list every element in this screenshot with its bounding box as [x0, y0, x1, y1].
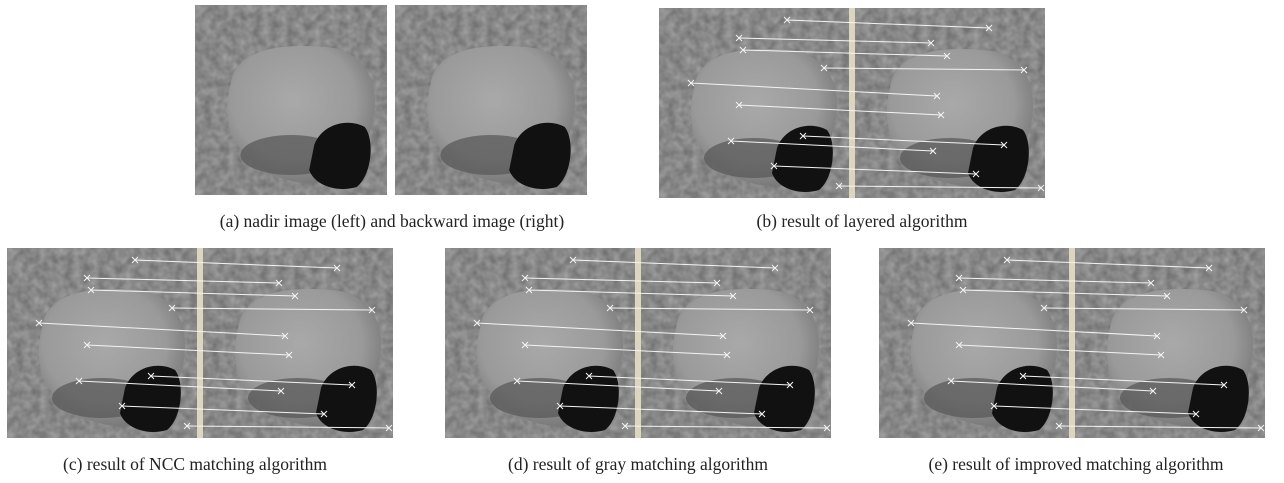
- crater-image: [659, 8, 849, 198]
- crater-image: [203, 248, 393, 438]
- caption: (a) nadir image (left) and backward imag…: [220, 211, 565, 231]
- caption: (e) result of improved matching algorith…: [929, 454, 1224, 474]
- caption: (c) result of NCC matching algorithm: [63, 454, 327, 474]
- crater-image: [1075, 248, 1265, 438]
- caption: (d) result of gray matching algorithm: [508, 454, 768, 474]
- figure: (a) nadir image (left) and backward imag…: [0, 0, 1284, 483]
- crater-image: [395, 5, 587, 195]
- crater-image: [445, 248, 635, 438]
- crater-image: [7, 248, 197, 438]
- crater-image: [855, 8, 1045, 198]
- crater-image: [879, 248, 1069, 438]
- caption: (b) result of layered algorithm: [757, 211, 968, 231]
- crater-image: [641, 248, 831, 438]
- crater-image: [195, 5, 387, 195]
